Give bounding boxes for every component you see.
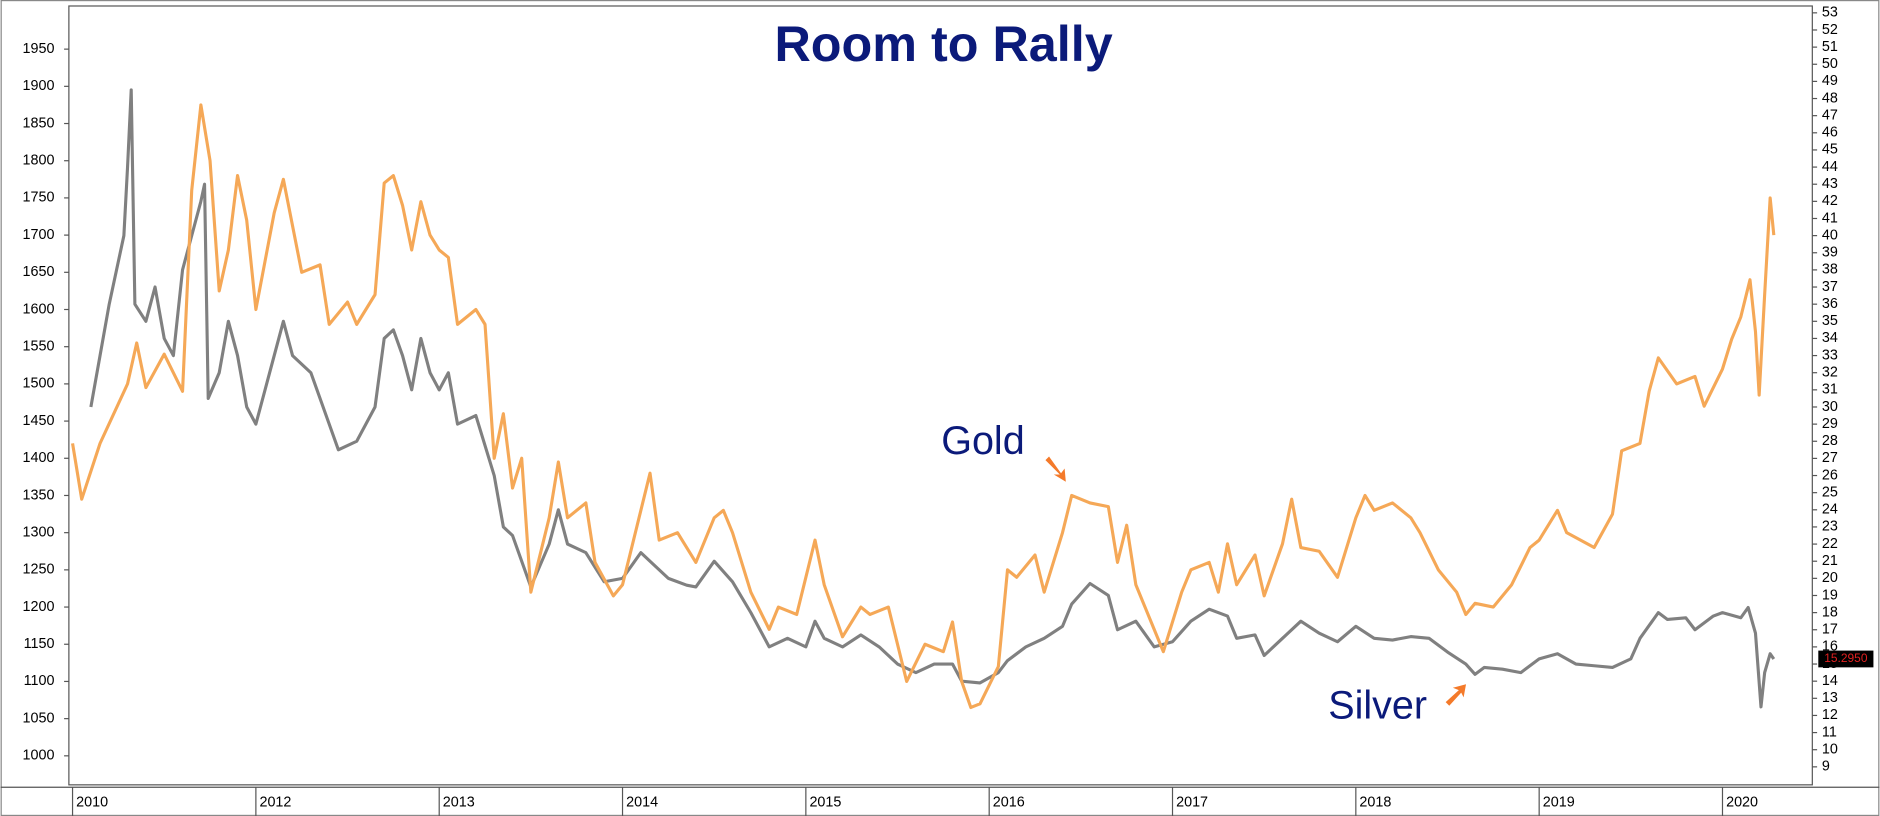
y2-tick-label: 36 — [1822, 296, 1838, 312]
y-tick-label: 1400 — [23, 450, 55, 466]
y2-tick-label: 23 — [1822, 519, 1838, 535]
y2-tick-label: 47 — [1822, 107, 1838, 123]
y2-tick-label: 41 — [1822, 210, 1838, 226]
y-tick-label: 1600 — [23, 301, 55, 317]
y-tick-label: 1100 — [24, 673, 55, 689]
annotation-arrow — [1445, 684, 1467, 706]
y2-tick-label: 31 — [1822, 382, 1838, 398]
x-tick-label: 2017 — [1176, 795, 1208, 811]
series-line — [71, 103, 1776, 710]
y2-tick-label: 40 — [1822, 227, 1838, 243]
chart-title: Room to Rally — [774, 15, 1112, 72]
y-tick-label: 1550 — [23, 338, 55, 354]
y-tick-label: 1900 — [23, 78, 55, 94]
annotation-arrow — [1045, 456, 1066, 482]
y2-tick-label: 10 — [1822, 742, 1838, 758]
y2-tick-label: 20 — [1822, 570, 1838, 586]
y-tick-label: 1350 — [23, 487, 55, 503]
plot-area — [68, 5, 1813, 786]
y2-tick-label: 26 — [1822, 467, 1838, 483]
series-line — [89, 88, 1776, 709]
y2-tick-label: 48 — [1822, 90, 1838, 106]
y-tick-label: 1850 — [23, 115, 55, 131]
y2-tick-label: 34 — [1822, 330, 1838, 346]
y2-tick-label: 28 — [1822, 433, 1838, 449]
y2-tick-label: 27 — [1822, 450, 1838, 466]
y2-tick-label: 50 — [1822, 56, 1838, 72]
y2-tick-label: 38 — [1822, 262, 1838, 278]
y2-tick-label: 52 — [1822, 22, 1838, 38]
annotation: Gold — [941, 419, 1025, 463]
y2-tick-label: 35 — [1822, 313, 1838, 329]
y2-tick-label: 49 — [1822, 73, 1838, 89]
y2-tick-label: 22 — [1822, 536, 1838, 552]
y2-tick-label: 53 — [1822, 5, 1838, 21]
y-tick-label: 1950 — [23, 41, 55, 57]
y-tick-label: 1050 — [23, 710, 55, 726]
y2-tick-label: 39 — [1822, 245, 1838, 261]
annotation: Silver — [1328, 684, 1427, 728]
y-tick-label: 1450 — [23, 413, 55, 429]
y2-tick-label: 30 — [1822, 399, 1838, 415]
y-tick-label: 1150 — [24, 636, 55, 652]
y2-tick-label: 51 — [1822, 39, 1838, 55]
last-value-label: 15.2950 — [1824, 651, 1868, 665]
x-tick-label: 2012 — [259, 795, 291, 811]
y2-tick-label: 46 — [1822, 125, 1838, 141]
x-tick-label: 2018 — [1359, 795, 1391, 811]
y2-tick-label: 29 — [1822, 416, 1838, 432]
y-tick-label: 1000 — [23, 748, 55, 764]
y2-tick-label: 17 — [1822, 622, 1838, 638]
y2-tick-label: 21 — [1822, 553, 1838, 569]
y2-tick-label: 24 — [1822, 502, 1838, 518]
last-value-box — [1818, 650, 1874, 668]
x-tick-label: 2020 — [1726, 795, 1758, 811]
y2-tick-label: 44 — [1822, 159, 1838, 175]
y2-tick-label: 13 — [1822, 690, 1838, 706]
y-tick-label: 1700 — [23, 227, 55, 243]
x-tick-label: 2019 — [1543, 795, 1575, 811]
y2-tick-label: 25 — [1822, 484, 1838, 500]
y2-tick-label: 9 — [1822, 759, 1830, 775]
y2-tick-label: 11 — [1822, 724, 1837, 740]
y2-tick-label: 14 — [1822, 673, 1838, 689]
y-tick-label: 1500 — [23, 376, 55, 392]
y-tick-label: 1250 — [23, 562, 55, 578]
y2-tick-label: 18 — [1822, 604, 1838, 620]
y-tick-label: 1800 — [23, 153, 55, 169]
x-tick-label: 2010 — [76, 795, 108, 811]
y2-tick-label: 33 — [1822, 347, 1838, 363]
y2-tick-label: 43 — [1822, 176, 1838, 192]
y2-tick-label: 12 — [1822, 707, 1838, 723]
x-tick-label: 2014 — [626, 795, 658, 811]
y-tick-label: 1750 — [23, 190, 55, 206]
y-tick-label: 1300 — [23, 524, 55, 540]
y2-tick-label: 45 — [1822, 142, 1838, 158]
y2-tick-label: 19 — [1822, 587, 1838, 603]
y2-tick-label: 37 — [1822, 279, 1838, 295]
x-tick-label: 2013 — [443, 795, 475, 811]
y2-tick-label: 42 — [1822, 193, 1838, 209]
x-tick-label: 2015 — [809, 795, 841, 811]
y-tick-label: 1650 — [23, 264, 55, 280]
y-tick-label: 1200 — [23, 599, 55, 615]
y2-tick-label: 32 — [1822, 365, 1838, 381]
x-tick-label: 2016 — [993, 795, 1025, 811]
